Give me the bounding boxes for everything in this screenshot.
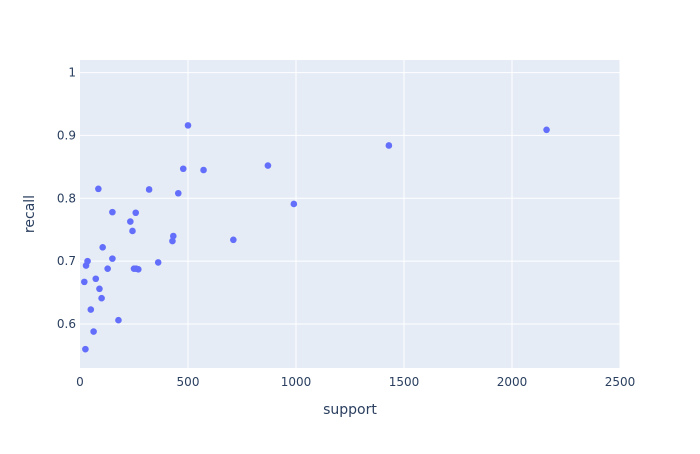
data-point[interactable]: [170, 232, 177, 240]
y-axis-title: recall: [22, 195, 38, 233]
data-point[interactable]: [145, 186, 153, 193]
y-axis-ticks: 0.6 0.7 0.8 0.9 1: [57, 66, 76, 331]
y-tick-label: 0.7: [57, 254, 76, 268]
y-tick-label: 0.8: [57, 191, 76, 205]
y-tick-label: 0.9: [57, 128, 76, 142]
data-point[interactable]: [543, 126, 550, 134]
x-tick-label: 500: [177, 375, 200, 389]
data-point[interactable]: [264, 162, 272, 169]
data-point[interactable]: [109, 208, 116, 216]
data-point[interactable]: [115, 316, 122, 324]
data-point[interactable]: [129, 227, 136, 235]
data-point[interactable]: [184, 122, 192, 129]
x-axis-ticks: 0 500 1000 1500 2000 2500: [76, 375, 635, 389]
data-point[interactable]: [132, 209, 140, 217]
data-point[interactable]: [179, 165, 187, 173]
plot-background: [80, 60, 620, 368]
x-tick-label: 2000: [497, 375, 528, 389]
data-point[interactable]: [82, 345, 89, 353]
y-tick-label: 1: [68, 66, 76, 80]
data-point[interactable]: [92, 275, 100, 283]
x-tick-label: 0: [76, 375, 84, 389]
grid-layer: [80, 60, 621, 368]
data-point[interactable]: [98, 294, 105, 302]
data-point[interactable]: [174, 189, 182, 197]
x-tick-label: 2500: [605, 375, 636, 389]
y-tick-label: 0.6: [57, 317, 76, 331]
data-point[interactable]: [96, 285, 103, 293]
data-point[interactable]: [87, 306, 95, 313]
data-point[interactable]: [169, 237, 176, 245]
data-point[interactable]: [90, 328, 97, 335]
data-point[interactable]: [154, 259, 162, 266]
data-point[interactable]: [84, 257, 91, 265]
data-point[interactable]: [127, 218, 134, 225]
data-point[interactable]: [81, 278, 88, 286]
data-point[interactable]: [200, 166, 207, 174]
data-point[interactable]: [99, 244, 106, 251]
data-point[interactable]: [104, 265, 111, 272]
x-tick-label: 1000: [281, 375, 312, 389]
data-point[interactable]: [95, 185, 102, 193]
data-point[interactable]: [109, 255, 116, 262]
x-tick-label: 1500: [389, 375, 420, 389]
x-axis-title: support: [323, 402, 377, 418]
data-points-layer: [81, 122, 550, 353]
data-point[interactable]: [290, 200, 298, 208]
data-point[interactable]: [230, 236, 237, 244]
data-point[interactable]: [385, 142, 393, 149]
data-point[interactable]: [135, 266, 142, 273]
